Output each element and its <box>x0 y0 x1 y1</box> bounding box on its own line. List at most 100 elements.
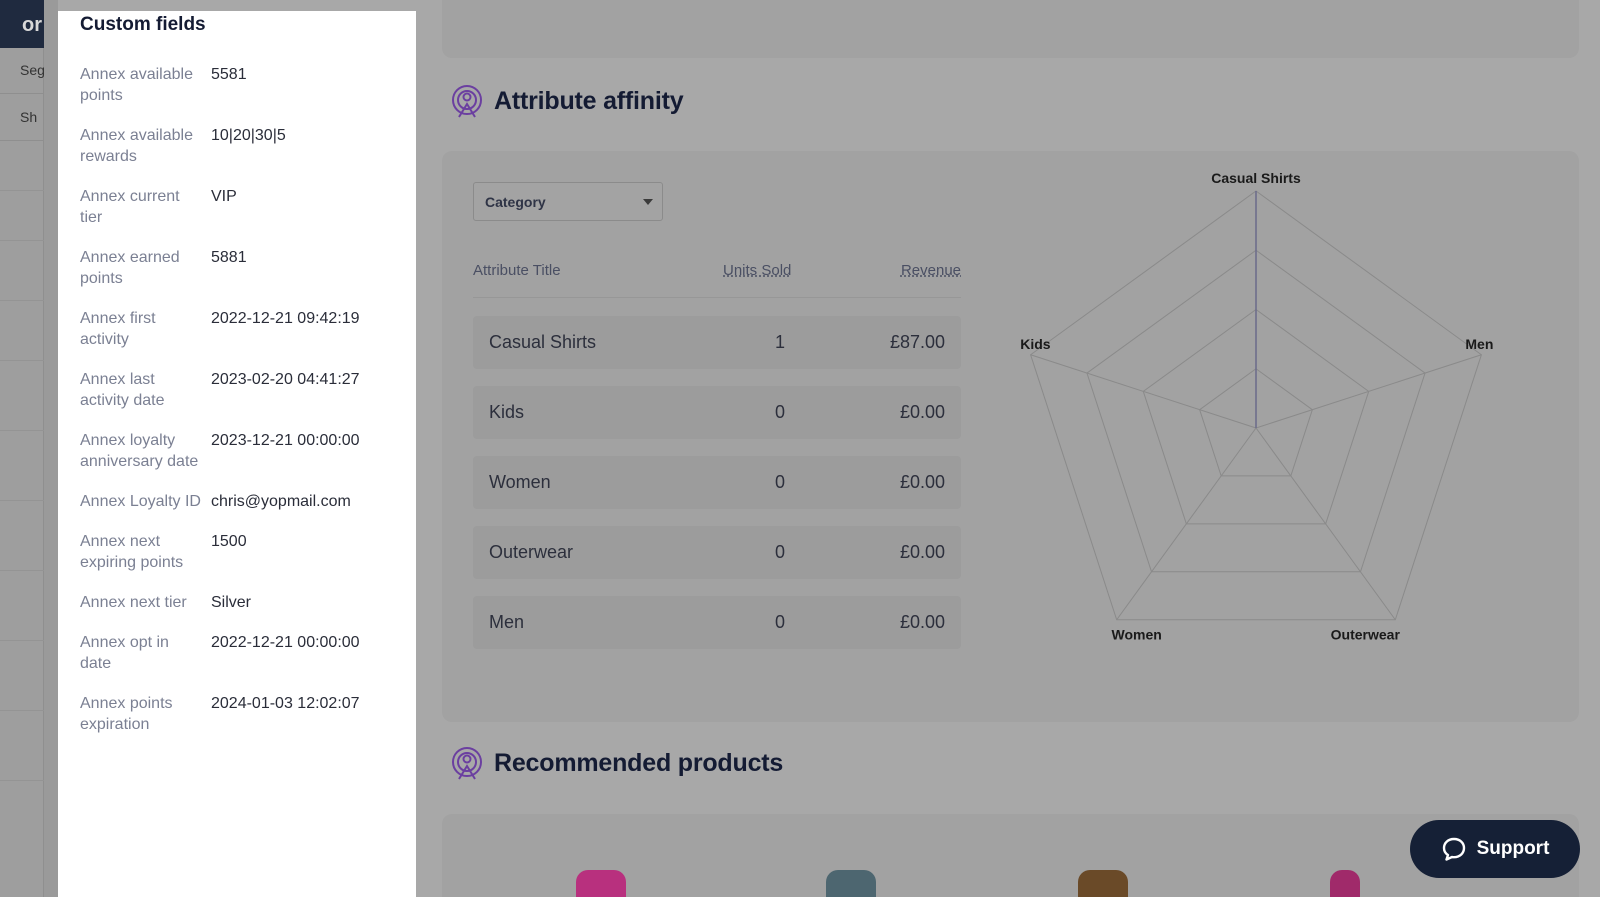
table-row: Men 0 £0.00 <box>473 596 961 649</box>
radar-axis-label: Outerwear <box>1331 627 1401 643</box>
nav-divider <box>0 430 44 431</box>
custom-field-label: Annex first activity <box>80 310 156 348</box>
row-revenue: £0.00 <box>899 612 945 632</box>
radar-grid-ring <box>1199 368 1313 477</box>
custom-field-row: Annex next tier Silver <box>80 592 394 613</box>
recommended-products-card <box>442 814 1579 897</box>
column-header-revenue[interactable]: Revenue <box>900 262 961 279</box>
custom-field-value: 5881 <box>211 249 247 266</box>
custom-field-row: Annex first activity 2022-12-21 09:42:19 <box>80 308 394 350</box>
custom-field-label: Annex points expiration <box>80 695 173 733</box>
product-thumbnail[interactable] <box>576 870 626 897</box>
row-units: 0 <box>775 612 786 632</box>
radar-grid-ring <box>1142 308 1370 525</box>
row-title: Outerwear <box>489 542 574 562</box>
app-logo: or <box>0 0 44 48</box>
radar-axis-label: Kids <box>1020 336 1051 352</box>
radar-axis-line <box>1116 427 1257 621</box>
radar-axis-line <box>1255 427 1396 621</box>
custom-field-row: Annex last activity date 2023-02-20 04:41… <box>80 369 394 411</box>
column-header-title: Attribute Title <box>473 262 561 279</box>
custom-field-value: 5581 <box>211 66 247 83</box>
row-title: Kids <box>489 402 525 422</box>
column-header-units[interactable]: Units Sold <box>723 262 792 279</box>
radar-axis-line <box>1030 354 1257 429</box>
custom-field-label: Annex next tier <box>80 594 187 611</box>
attribute-radar-chart: Casual Shirts Men Outerwear Women Kids <box>1020 170 1493 643</box>
custom-field-label: Annex opt in date <box>80 634 169 672</box>
product-thumbnail[interactable] <box>1330 870 1360 897</box>
custom-field-value: 2023-12-21 00:00:00 <box>211 432 360 449</box>
table-row: Casual Shirts 1 £87.00 <box>473 316 961 369</box>
custom-field-value: 2023-02-20 04:41:27 <box>211 371 360 388</box>
row-revenue: £0.00 <box>899 542 945 562</box>
radar-axis-line <box>1255 354 1482 429</box>
attribute-affinity-header: Attribute affinity <box>450 84 684 118</box>
table-row: Women 0 £0.00 <box>473 456 961 509</box>
chat-bubble-icon <box>1442 837 1465 861</box>
row-title: Casual Shirts <box>489 332 597 352</box>
left-navigation: or Seg Sh <box>0 0 44 897</box>
custom-field-value: Silver <box>211 594 252 611</box>
custom-field-label: Annex next expiring points <box>80 533 184 571</box>
radar-grid-ring <box>1086 249 1426 573</box>
recommended-products-header: Recommended products <box>450 746 783 780</box>
custom-field-value: VIP <box>211 188 237 205</box>
custom-field-row: Annex opt in date 2022-12-21 00:00:00 <box>80 632 394 674</box>
custom-field-value: 2022-12-21 00:00:00 <box>211 634 360 651</box>
product-thumbnail[interactable] <box>826 870 876 897</box>
custom-field-row: Annex available points 5581 <box>80 64 394 106</box>
nav-divider <box>0 640 44 641</box>
custom-field-row: Annex available rewards 10|20|30|5 <box>80 125 394 167</box>
overlay-edge <box>44 0 58 897</box>
nav-divider <box>0 360 44 361</box>
custom-fields-list: Annex available points 5581 Annex availabl… <box>80 64 394 735</box>
custom-field-row: Annex earned points 5881 <box>80 247 394 289</box>
section-title: Recommended products <box>494 748 784 777</box>
custom-field-row: Annex Loyalty ID chris@yopmail.com <box>80 491 394 512</box>
custom-field-row: Annex next expiring points 1500 <box>80 531 394 573</box>
section-title: Attribute affinity <box>494 86 684 115</box>
row-units: 1 <box>775 332 786 352</box>
custom-field-value: 2024-01-03 12:02:07 <box>211 695 360 712</box>
top-card <box>442 0 1579 58</box>
table-row: Outerwear 0 £0.00 <box>473 526 961 579</box>
radar-axis-label: Men <box>1465 336 1493 352</box>
nav-item-shop[interactable]: Sh <box>0 95 44 141</box>
target-person-icon <box>452 747 482 780</box>
row-title: Men <box>489 612 525 632</box>
row-units: 0 <box>775 542 786 562</box>
nav-divider <box>0 190 44 191</box>
affinity-table-header: Attribute Title Units Sold Revenue <box>473 258 961 298</box>
nav-divider <box>0 300 44 301</box>
product-thumbnail[interactable] <box>1078 870 1128 897</box>
row-revenue: £87.00 <box>889 332 945 352</box>
table-row: Kids 0 £0.00 <box>473 386 961 439</box>
nav-item-segments[interactable]: Seg <box>0 48 44 94</box>
nav-divider <box>0 240 44 241</box>
custom-field-label: Annex available points <box>80 66 193 104</box>
custom-field-label: Annex Loyalty ID <box>80 493 201 510</box>
custom-field-label: Annex available rewards <box>80 127 193 165</box>
custom-field-label: Annex loyalty anniversary date <box>80 432 199 470</box>
chevron-down-icon <box>643 199 653 205</box>
row-title: Women <box>489 472 551 492</box>
custom-field-value: 10|20|30|5 <box>211 127 286 144</box>
custom-field-value: 1500 <box>211 533 247 550</box>
custom-field-label: Annex last activity date <box>80 371 165 409</box>
custom-field-label: Annex current tier <box>80 188 180 226</box>
drawer-title: Custom fields <box>80 14 206 35</box>
row-revenue: £0.00 <box>899 402 945 422</box>
radar-grid-ring <box>1030 190 1482 621</box>
attribute-type-select[interactable]: Category <box>473 182 663 221</box>
select-value: Category <box>485 194 546 210</box>
custom-field-value: chris@yopmail.com <box>211 493 351 510</box>
nav-divider <box>0 780 44 781</box>
custom-field-label: Annex earned points <box>80 249 180 287</box>
row-units: 0 <box>775 402 786 422</box>
row-revenue: £0.00 <box>899 472 945 492</box>
nav-divider <box>0 570 44 571</box>
support-button[interactable]: Support <box>1410 820 1580 878</box>
custom-fields-drawer: Custom fields Annex available points 5581… <box>58 11 416 897</box>
